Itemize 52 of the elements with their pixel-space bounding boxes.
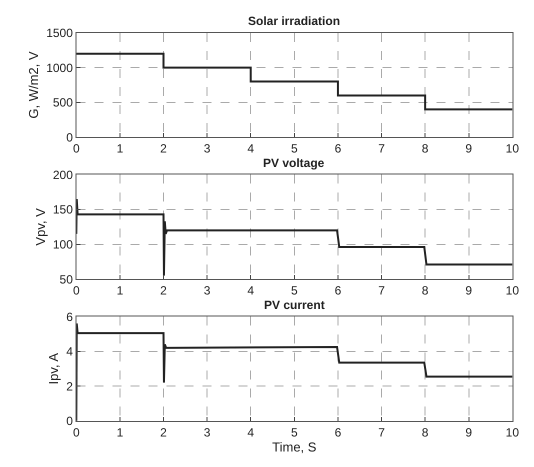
x-tick-label: 8 bbox=[422, 142, 429, 156]
x-tick-label: 2 bbox=[160, 142, 168, 156]
x-tick-label: 10 bbox=[506, 142, 520, 156]
x-tick-label: 8 bbox=[422, 425, 429, 440]
x-tick-label: 4 bbox=[247, 283, 254, 298]
x-tick-label: 9 bbox=[465, 425, 472, 440]
y-tick-label: 100 bbox=[52, 237, 74, 252]
x-tick-label: 1 bbox=[116, 425, 124, 440]
x-tick-label: 3 bbox=[204, 425, 211, 440]
y-tick-label: 0 bbox=[66, 130, 74, 144]
line-series bbox=[76, 52, 512, 110]
y-axis-title: Ipv, A bbox=[46, 352, 62, 385]
x-tick-label: 3 bbox=[204, 142, 211, 156]
line-series bbox=[76, 322, 512, 421]
x-tick-label: 5 bbox=[290, 142, 298, 156]
y-tick-label: 1000 bbox=[46, 60, 74, 75]
y-tick-label: 6 bbox=[66, 310, 74, 324]
x-tick-label: 1 bbox=[116, 142, 124, 156]
line-series bbox=[76, 198, 512, 277]
y-tick-label: 2 bbox=[66, 379, 74, 394]
chart-title: PV current bbox=[264, 298, 325, 312]
x-tick-label: 1 bbox=[116, 283, 124, 298]
x-tick-label: 4 bbox=[247, 425, 254, 440]
x-tick-label: 4 bbox=[247, 142, 254, 156]
x-tick-label: 6 bbox=[334, 425, 342, 440]
x-tick-label: 6 bbox=[334, 142, 342, 156]
x-tick-label: 10 bbox=[506, 425, 520, 440]
x-tick-label: 2 bbox=[160, 425, 168, 440]
y-tick-label: 500 bbox=[52, 96, 74, 110]
x-tick-label: 3 bbox=[204, 283, 211, 298]
y-tick-label: 4 bbox=[66, 344, 74, 359]
x-tick-label: 9 bbox=[465, 283, 472, 298]
chart-title: Solar irradiation bbox=[248, 14, 340, 28]
y-tick-label: 200 bbox=[52, 168, 74, 182]
x-tick-label: 7 bbox=[378, 283, 386, 298]
x-tick-label: 2 bbox=[160, 283, 168, 298]
chart-title: PV voltage bbox=[263, 156, 325, 170]
x-tick-label: 10 bbox=[506, 283, 520, 298]
y-axis-title: Vpv, V bbox=[32, 208, 48, 246]
x-tick-label: 5 bbox=[290, 425, 298, 440]
x-axis-title: Time, S bbox=[272, 439, 317, 454]
x-tick-label: 6 bbox=[334, 283, 342, 298]
y-tick-label: 0 bbox=[66, 414, 74, 428]
y-tick-label: 150 bbox=[52, 202, 74, 217]
x-tick-label: 7 bbox=[378, 142, 386, 156]
x-tick-label: 5 bbox=[290, 283, 298, 298]
x-tick-label: 9 bbox=[465, 142, 472, 156]
y-axis-title: G, W/m2, V bbox=[26, 51, 42, 119]
y-tick-label: 1500 bbox=[46, 26, 74, 40]
x-tick-label: 8 bbox=[422, 283, 429, 298]
x-tick-label: 7 bbox=[378, 425, 386, 440]
y-tick-label: 50 bbox=[60, 272, 74, 286]
